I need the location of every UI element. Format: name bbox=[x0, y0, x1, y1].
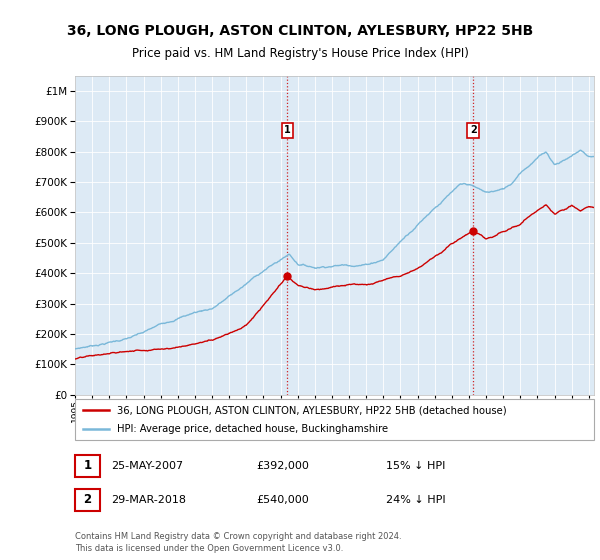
Text: £392,000: £392,000 bbox=[257, 460, 310, 470]
Text: 2: 2 bbox=[83, 493, 92, 506]
Text: 15% ↓ HPI: 15% ↓ HPI bbox=[386, 460, 446, 470]
Text: 36, LONG PLOUGH, ASTON CLINTON, AYLESBURY, HP22 5HB: 36, LONG PLOUGH, ASTON CLINTON, AYLESBUR… bbox=[67, 24, 533, 38]
Text: 2: 2 bbox=[470, 125, 476, 136]
Text: Contains HM Land Registry data © Crown copyright and database right 2024.
This d: Contains HM Land Registry data © Crown c… bbox=[75, 533, 401, 553]
FancyBboxPatch shape bbox=[75, 399, 594, 440]
Text: 25-MAY-2007: 25-MAY-2007 bbox=[112, 460, 184, 470]
Text: 29-MAR-2018: 29-MAR-2018 bbox=[112, 495, 187, 505]
FancyBboxPatch shape bbox=[75, 489, 100, 511]
Text: Price paid vs. HM Land Registry's House Price Index (HPI): Price paid vs. HM Land Registry's House … bbox=[131, 46, 469, 60]
Text: £540,000: £540,000 bbox=[257, 495, 310, 505]
Text: 24% ↓ HPI: 24% ↓ HPI bbox=[386, 495, 446, 505]
Text: HPI: Average price, detached house, Buckinghamshire: HPI: Average price, detached house, Buck… bbox=[116, 424, 388, 433]
FancyBboxPatch shape bbox=[75, 455, 100, 477]
Text: 1: 1 bbox=[83, 459, 92, 472]
Text: 36, LONG PLOUGH, ASTON CLINTON, AYLESBURY, HP22 5HB (detached house): 36, LONG PLOUGH, ASTON CLINTON, AYLESBUR… bbox=[116, 405, 506, 415]
Text: 1: 1 bbox=[284, 125, 291, 136]
